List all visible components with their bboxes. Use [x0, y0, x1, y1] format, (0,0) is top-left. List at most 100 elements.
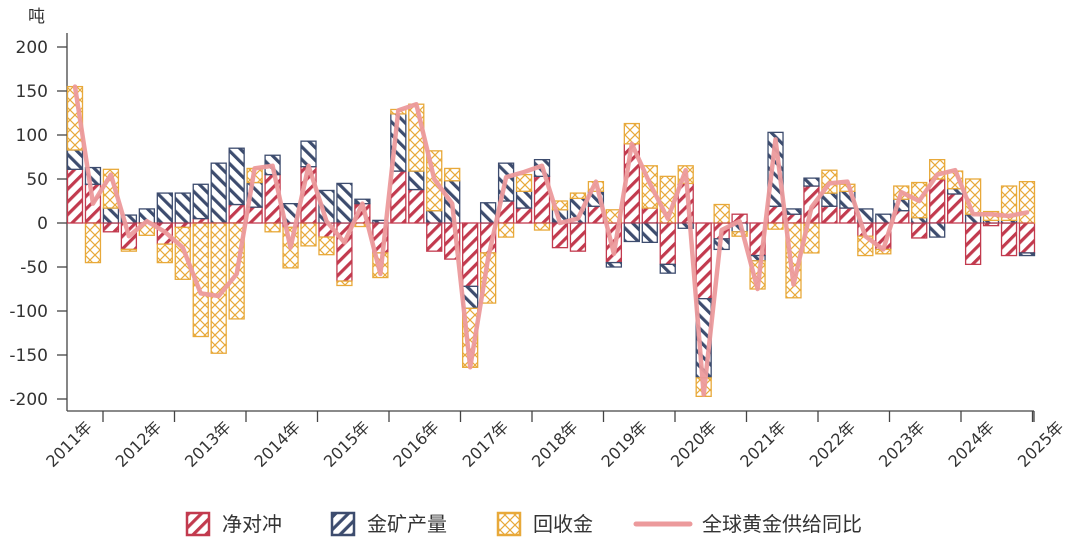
bar-net-hedging	[947, 193, 964, 224]
bar-recycled	[515, 173, 533, 192]
x-tick-label: 2014年	[250, 417, 304, 471]
x-tick-label: 2020年	[667, 417, 721, 471]
bar-mine-production	[336, 182, 353, 224]
bar-mine-production	[911, 217, 928, 224]
x-tick-label: 2023年	[875, 417, 929, 471]
bar-net-hedging	[767, 205, 784, 224]
x-tick-label: 2021年	[736, 417, 790, 471]
bar-mine-production	[803, 177, 820, 187]
bar-mine-production	[947, 188, 964, 195]
line-layer	[72, 84, 1030, 397]
bar-net-hedging	[551, 222, 569, 249]
bar-net-hedging	[102, 222, 120, 233]
x-tick-label: 2017年	[459, 417, 513, 471]
bar-recycled	[767, 222, 784, 230]
y-tick-label: 100	[16, 126, 48, 146]
y-tick-label: 200	[16, 38, 48, 58]
bar-mine-production	[192, 183, 209, 220]
y-axis: 200 150 100 50 0 -50 -100 -150 -200	[9, 33, 68, 411]
bar-net-hedging	[192, 217, 209, 224]
bar-mine-production	[821, 192, 838, 207]
y-tick-label: 150	[16, 82, 48, 102]
bar-mine-production	[875, 213, 892, 224]
y-tick-label: -50	[20, 258, 48, 278]
legend-swatch-net-hedging	[185, 511, 211, 537]
y-tick-label: -200	[9, 390, 48, 410]
legend-item-net-hedging[interactable]: 净对冲	[185, 511, 282, 537]
bar-mine-production	[228, 147, 245, 206]
bar-recycled	[264, 222, 281, 233]
x-tick-label: 2019年	[597, 417, 651, 471]
x-tick-label: 2011年	[42, 417, 96, 471]
legend-label-recycled: 回收金	[533, 512, 593, 536]
x-tick-label: 2025年	[1014, 417, 1068, 471]
bar-net-hedging	[515, 207, 533, 224]
legend-swatch-mine-production	[330, 511, 356, 537]
legend-label-total-supply-yoy: 全球黄金供给同比	[702, 512, 862, 536]
bar-mine-production	[300, 140, 317, 168]
bar-mine-production	[426, 210, 443, 224]
bar-mine-production	[659, 263, 676, 274]
bar-net-hedging	[569, 222, 587, 252]
bar-mine-production	[605, 261, 623, 268]
bar-net-hedging	[785, 213, 802, 224]
bar-net-hedging	[821, 205, 838, 224]
x-tick-label: 2013年	[181, 417, 235, 471]
y-tick-label: -100	[9, 302, 48, 322]
bar-mine-production	[1018, 252, 1036, 257]
bar-mine-production	[66, 149, 84, 170]
x-tick-label: 2016年	[389, 417, 443, 471]
legend-item-recycled[interactable]: 回收金	[496, 511, 593, 537]
bar-mine-production	[929, 222, 946, 238]
bar-recycled	[120, 248, 138, 252]
legend-label-mine-production: 金矿产量	[367, 512, 447, 536]
bar-recycled	[84, 222, 102, 264]
legend-label-net-hedging: 净对冲	[222, 512, 282, 536]
bar-recycled	[300, 222, 317, 247]
bar-recycled	[731, 231, 748, 237]
y-axis-unit-label: 吨	[28, 7, 45, 27]
x-tick-label: 2022年	[806, 417, 860, 471]
bar-recycled	[408, 103, 425, 172]
bar-net-hedging	[659, 222, 676, 266]
bar-recycled	[713, 203, 730, 224]
legend-item-mine-production[interactable]: 金矿产量	[330, 511, 447, 537]
x-axis: 2011年 2012年 2013年 2014年 2015年 2016年 2017年 2018年…	[42, 410, 1068, 471]
bar-mine-production	[479, 202, 497, 224]
y-tick-label: -150	[9, 346, 48, 366]
bar-net-hedging	[641, 207, 658, 224]
bar-net-hedging	[1000, 222, 1018, 257]
bar-recycled	[497, 222, 515, 238]
bar-mine-production	[174, 192, 191, 224]
y-tick-label: 50	[26, 170, 48, 190]
x-tick-label: 2024年	[944, 417, 998, 471]
bar-net-hedging	[911, 222, 928, 239]
bar-net-hedging	[1018, 222, 1036, 254]
bar-recycled	[533, 222, 551, 231]
bar-recycled	[156, 243, 173, 264]
bar-mine-production	[515, 190, 533, 209]
bar-mine-production	[102, 207, 120, 224]
bar-recycled	[1000, 185, 1018, 222]
bar-recycled	[318, 236, 335, 256]
bar-recycled	[623, 122, 640, 145]
bar-net-hedging	[964, 222, 982, 266]
line-total-supply-yoy	[72, 84, 1030, 397]
bar-net-hedging	[695, 222, 712, 300]
bar-mine-production	[785, 208, 802, 215]
x-tick-label: 2015年	[320, 417, 374, 471]
legend-item-total-supply-yoy[interactable]: 全球黄金供给同比	[633, 512, 862, 536]
bar-mine-production	[408, 170, 425, 191]
x-tick-label: 2018年	[528, 417, 582, 471]
bar-mine-production	[210, 162, 227, 224]
y-tick-label: 0	[37, 214, 48, 234]
bar-net-hedging	[66, 168, 84, 224]
bar-recycled	[569, 192, 587, 200]
bar-mine-production	[156, 192, 173, 224]
legend: 净对冲 金矿产量 回收金 全球黄金供给同比	[185, 511, 862, 537]
x-tick-label: 2012年	[112, 417, 166, 471]
bar-net-hedging	[426, 222, 443, 252]
bar-net-hedging	[462, 222, 479, 288]
bars-layer	[66, 85, 1036, 398]
